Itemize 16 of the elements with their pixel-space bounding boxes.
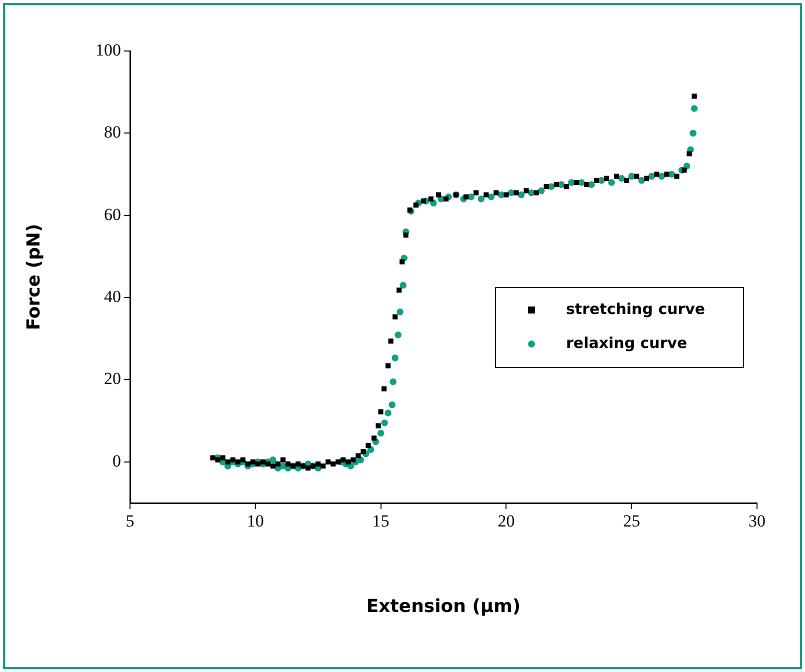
x-tick-label: 20: [498, 512, 515, 531]
x-tick-label: 10: [246, 512, 264, 531]
legend-label: stretching curve: [566, 300, 706, 318]
legend-label: relaxing curve: [566, 334, 688, 352]
y-tick-label: 100: [96, 40, 121, 60]
x-tick-label: 30: [748, 512, 766, 531]
x-tick-label: 5: [126, 512, 134, 531]
y-tick-label: 20: [104, 369, 121, 388]
x-tick-label: 15: [372, 512, 390, 531]
y-axis-title: Force (pN): [23, 224, 44, 330]
y-tick-label: 0: [112, 451, 121, 470]
y-tick-label: 80: [104, 122, 121, 142]
y-tick-label: 60: [104, 204, 121, 224]
x-tick-label: 25: [623, 512, 640, 531]
x-axis-title: Extension (μm): [366, 596, 521, 617]
y-tick-label: 40: [104, 287, 121, 306]
